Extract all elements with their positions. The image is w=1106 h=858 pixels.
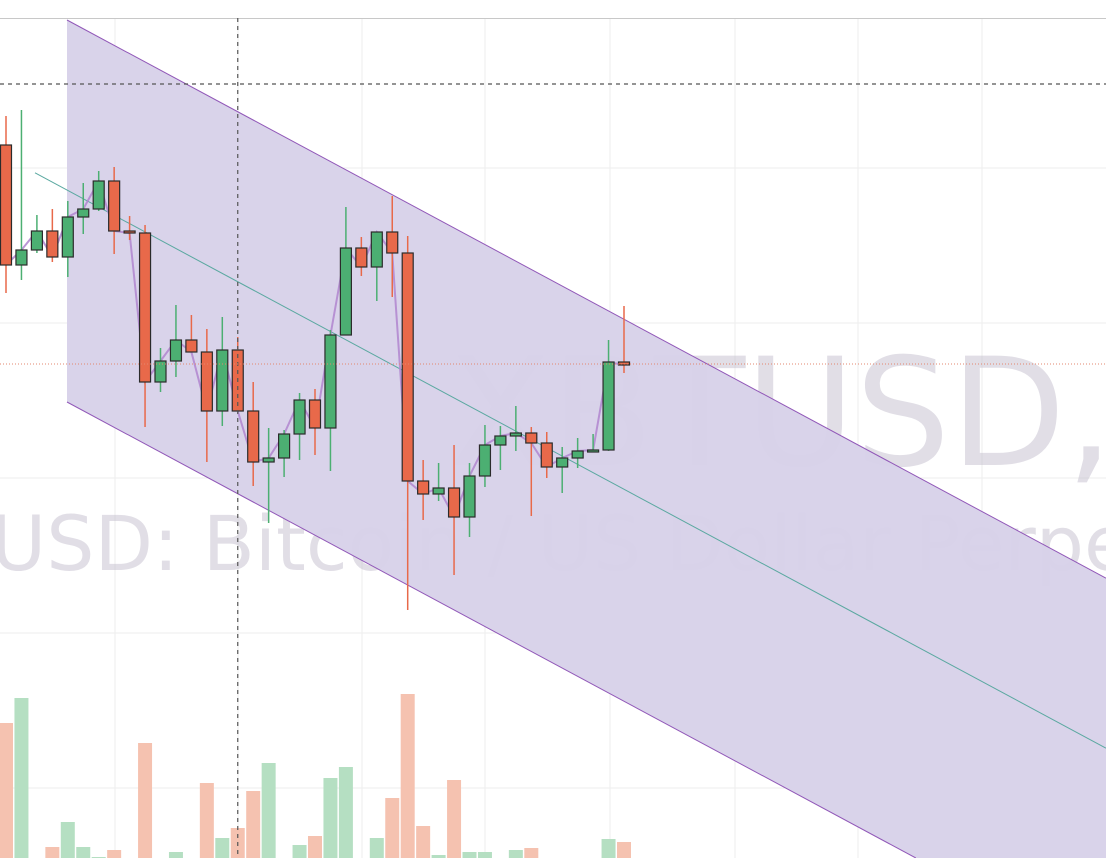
candle-body [586,449,600,453]
candle-body [216,349,229,412]
volume-bar [477,852,492,858]
candle-body [355,247,368,268]
volume-bar [168,852,183,858]
volume-bar [508,850,523,858]
volume-bar [199,783,214,858]
volume-bar [246,791,261,858]
candle-body [123,230,136,234]
candle-body [293,399,306,435]
candle-body [494,435,507,446]
candle-body [571,450,584,459]
candles [0,110,631,610]
candle-body [185,339,198,353]
volume-bar [338,767,353,858]
candle-body [30,230,43,251]
candle-body [15,249,28,266]
volume-bar [447,780,462,858]
candle-body [108,180,121,232]
candle-body [602,361,615,451]
volume-bar [60,822,75,858]
candle-body [478,444,492,477]
volume-bar [369,838,384,858]
candle-body [401,252,414,482]
volume-bar [308,836,322,858]
volume-bar [14,698,29,858]
candle-body [247,410,260,463]
volume-bar [76,847,91,858]
candle-body [432,487,445,495]
volume-bar [0,723,13,858]
regression-channel[interactable] [34,19,1106,858]
volume-bar [617,842,631,858]
candle-body [262,457,275,463]
volume-bar [385,798,400,858]
volume-bar [601,839,616,858]
candle-body [46,230,59,258]
channel-upper-line [66,19,1106,579]
crosshair [0,18,1106,858]
candle-body [463,475,476,518]
candle-body [370,231,383,268]
candle-body [339,247,352,336]
candle-body [77,208,90,218]
volume-bar [400,694,415,858]
channel-mid-line [34,172,1106,749]
candle-body [525,432,538,444]
volume-bar [215,838,230,858]
volume-bar [524,848,539,858]
candle-body [0,144,13,266]
candle-body [417,480,430,495]
volume-bar [431,855,446,858]
channel-lower-line [66,401,917,858]
volume-bar [323,778,338,858]
volume-bar [292,845,307,858]
candle-body [154,360,167,383]
candle-body [556,457,569,468]
candle-body [447,487,461,518]
volume-bar [45,847,60,858]
candle-body [138,232,152,383]
candle-body [92,180,105,210]
candle-body [278,433,291,459]
volume-bar [107,850,122,858]
channel-fill [67,20,1106,858]
volume-bar [261,763,276,858]
candle-body [324,334,337,429]
volume-bar [138,743,153,858]
candle-body [509,432,522,437]
candle-body [169,339,183,362]
candle-body [61,216,74,258]
candle-body [308,399,322,429]
volume-bars [0,694,631,858]
volume-bar [462,852,477,858]
candle-body [386,231,399,254]
candle-body [540,442,553,468]
volume-bar [416,826,431,858]
candle-body [200,351,213,412]
